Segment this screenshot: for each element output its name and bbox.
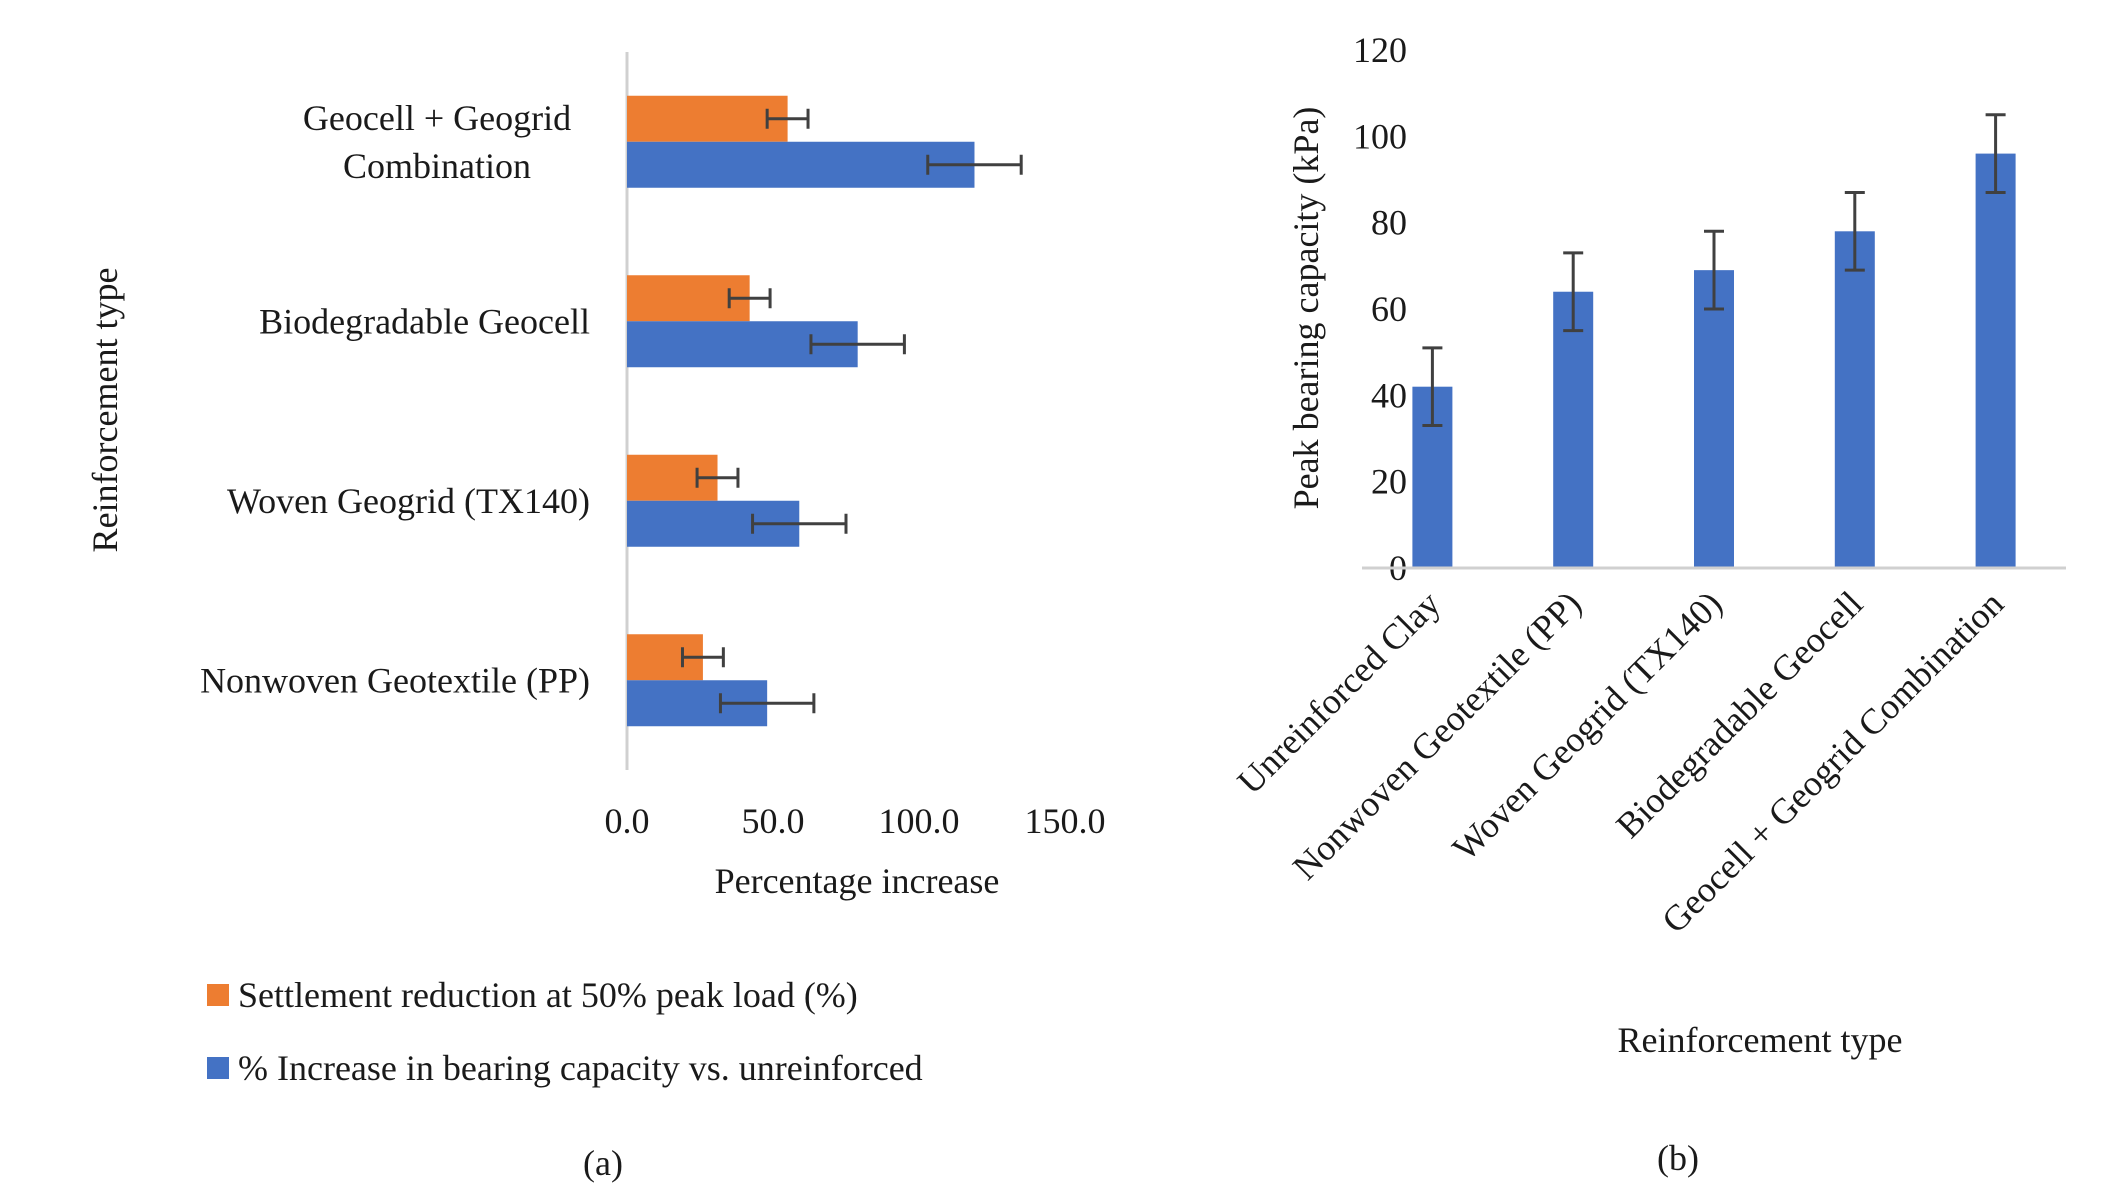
chart-b-error-bar xyxy=(1844,190,1865,272)
chart-a-legend-swatch xyxy=(207,984,229,1006)
chart-b-y-tick-label: 100 xyxy=(1353,116,1407,156)
chart-a-error-bar xyxy=(718,693,816,714)
chart-a-bar-settlement xyxy=(627,95,788,142)
chart-b-y-tick-label: 120 xyxy=(1353,30,1407,70)
chart-a-bar-bearing xyxy=(627,141,975,188)
chart-a-error-bar xyxy=(926,154,1023,175)
chart-b-xlabel: Reinforcement type xyxy=(1618,1020,1903,1060)
chart-b-bar xyxy=(1834,231,1875,569)
chart-a-panel-label: (a) xyxy=(583,1143,623,1183)
chart-b-y-tick-label: 40 xyxy=(1371,375,1407,415)
chart-a-x-tick-label: 0.0 xyxy=(605,801,650,841)
chart-a-xlabel: Percentage increase xyxy=(715,861,1000,901)
chart-b-category-label: Woven Geogrid (TX140) xyxy=(1445,583,1730,868)
chart-b-panel-label: (b) xyxy=(1657,1138,1699,1178)
chart-a-legend-label: % Increase in bearing capacity vs. unrei… xyxy=(238,1048,923,1088)
chart-a-error-bar xyxy=(751,513,848,534)
chart-b: Peak bearing capacity (kPa) Reinforcemen… xyxy=(1230,30,2066,1178)
chart-a-legend-swatch xyxy=(207,1057,229,1079)
chart-b-y-tick-label: 20 xyxy=(1371,462,1407,502)
chart-a-category-label: Woven Geogrid (TX140) xyxy=(227,481,590,521)
chart-b-category-label: Nonwoven Geotextile (PP) xyxy=(1285,583,1589,887)
chart-a-category-label: Biodegradable Geocell xyxy=(259,301,590,341)
chart-a-error-bar xyxy=(695,467,740,488)
chart-a: Reinforcement type Percentage increase (… xyxy=(85,52,1106,1183)
chart-a-category-label: Geocell + Geogrid Combination xyxy=(303,98,571,186)
chart-b-y-tick-label: 80 xyxy=(1371,203,1407,243)
chart-b-ylabel: Peak bearing capacity (kPa) xyxy=(1286,107,1326,510)
chart-b-bar xyxy=(1975,153,2016,568)
chart-a-category-label: Nonwoven Geotextile (PP) xyxy=(200,660,590,700)
chart-b-y-tick-label: 60 xyxy=(1371,289,1407,329)
chart-a-error-bar xyxy=(727,288,772,309)
chart-b-error-bar xyxy=(1563,251,1584,333)
chart-b-bar xyxy=(1694,270,1734,568)
chart-b-error-bar xyxy=(1985,113,2006,194)
chart-a-ylabel: Reinforcement type xyxy=(85,268,125,553)
chart-a-x-tick-label: 100.0 xyxy=(879,801,960,841)
chart-a-x-tick-label: 150.0 xyxy=(1025,801,1106,841)
chart-a-error-bar xyxy=(765,108,810,129)
chart-a-error-bar xyxy=(809,334,906,355)
chart-b-category-label: Biodegradable Geocell xyxy=(1608,583,1870,845)
chart-b-bar xyxy=(1553,291,1594,568)
chart-b-error-bar xyxy=(1704,229,1724,311)
chart-b-error-bar xyxy=(1422,346,1443,428)
chart-a-error-bar xyxy=(680,647,725,668)
chart-a-legend-label: Settlement reduction at 50% peak load (%… xyxy=(238,975,858,1015)
chart-a-x-tick-label: 50.0 xyxy=(742,801,805,841)
